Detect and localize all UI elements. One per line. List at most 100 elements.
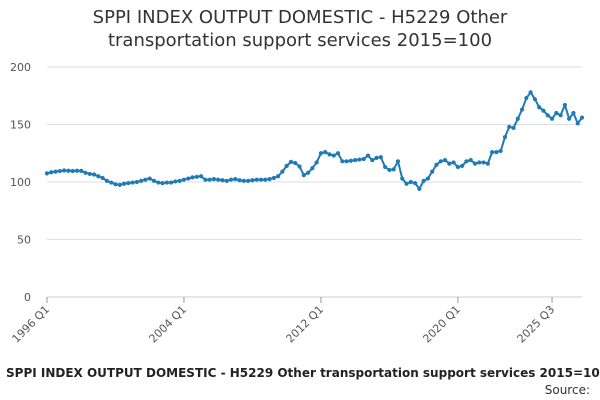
data-point[interactable]	[288, 159, 294, 164]
data-point[interactable]	[331, 153, 336, 158]
data-point[interactable]	[143, 177, 148, 182]
data-point[interactable]	[130, 180, 135, 185]
data-point[interactable]	[156, 180, 161, 185]
data-point[interactable]	[53, 169, 58, 174]
data-point[interactable]	[455, 164, 460, 170]
data-point[interactable]	[49, 170, 54, 175]
data-point[interactable]	[126, 181, 131, 186]
data-point[interactable]	[327, 152, 332, 157]
data-point[interactable]	[173, 179, 178, 184]
data-point[interactable]	[181, 177, 187, 182]
data-point[interactable]	[96, 174, 101, 179]
data-point[interactable]	[323, 150, 328, 155]
data-point[interactable]	[532, 97, 538, 102]
data-point[interactable]	[451, 160, 456, 165]
data-point[interactable]	[318, 151, 324, 156]
data-point[interactable]	[447, 161, 452, 166]
data-point[interactable]	[314, 160, 319, 165]
data-point[interactable]	[412, 181, 418, 186]
data-point[interactable]	[567, 116, 572, 121]
data-point[interactable]	[353, 158, 358, 163]
data-point[interactable]	[91, 172, 97, 177]
data-point[interactable]	[335, 151, 341, 156]
data-point[interactable]	[297, 164, 302, 169]
data-point[interactable]	[186, 176, 191, 181]
data-point[interactable]	[579, 115, 585, 120]
data-point[interactable]	[62, 168, 67, 173]
data-point[interactable]	[421, 178, 426, 183]
data-point[interactable]	[207, 177, 212, 182]
data-point[interactable]	[169, 180, 174, 185]
data-point[interactable]	[160, 181, 165, 186]
data-point[interactable]	[44, 171, 50, 176]
data-point[interactable]	[511, 125, 516, 131]
data-point[interactable]	[258, 177, 264, 182]
data-point[interactable]	[545, 113, 550, 118]
data-point[interactable]	[434, 162, 439, 167]
data-point[interactable]	[276, 174, 281, 179]
data-point[interactable]	[365, 153, 371, 158]
data-point[interactable]	[404, 181, 409, 186]
data-point[interactable]	[74, 168, 80, 173]
data-point[interactable]	[460, 163, 465, 168]
data-point[interactable]	[293, 160, 298, 166]
data-point[interactable]	[151, 178, 157, 183]
data-point[interactable]	[237, 178, 242, 183]
data-point[interactable]	[233, 177, 238, 182]
data-point[interactable]	[70, 168, 75, 174]
data-point[interactable]	[357, 157, 362, 162]
data-point[interactable]	[139, 178, 144, 183]
data-point[interactable]	[190, 175, 195, 180]
data-point[interactable]	[464, 159, 469, 164]
data-point[interactable]	[348, 158, 353, 163]
data-point[interactable]	[340, 159, 345, 164]
data-point[interactable]	[378, 155, 383, 160]
data-point[interactable]	[374, 155, 379, 160]
data-point[interactable]	[571, 110, 576, 116]
data-point[interactable]	[100, 175, 105, 181]
data-point[interactable]	[301, 173, 306, 178]
data-point[interactable]	[109, 180, 114, 185]
data-point[interactable]	[575, 121, 580, 126]
data-point[interactable]	[79, 168, 84, 173]
data-point[interactable]	[220, 178, 225, 183]
data-point[interactable]	[400, 176, 405, 181]
data-point[interactable]	[481, 160, 486, 165]
data-point[interactable]	[558, 113, 563, 118]
data-point[interactable]	[425, 176, 431, 181]
data-point[interactable]	[224, 178, 229, 183]
data-point[interactable]	[87, 171, 92, 177]
data-point[interactable]	[344, 159, 349, 164]
data-point[interactable]	[164, 180, 169, 185]
data-point[interactable]	[387, 167, 392, 173]
data-point[interactable]	[549, 116, 555, 121]
data-point[interactable]	[177, 178, 182, 183]
data-point[interactable]	[494, 150, 499, 155]
data-point[interactable]	[391, 167, 396, 172]
data-point[interactable]	[490, 150, 495, 155]
data-point[interactable]	[194, 174, 199, 179]
data-point[interactable]	[383, 164, 388, 170]
data-point[interactable]	[370, 158, 375, 163]
data-point[interactable]	[438, 159, 443, 164]
data-point[interactable]	[310, 166, 315, 171]
data-point[interactable]	[498, 148, 503, 154]
data-point[interactable]	[134, 179, 139, 185]
data-point[interactable]	[554, 110, 559, 116]
data-point[interactable]	[198, 174, 204, 179]
data-point[interactable]	[305, 170, 311, 175]
data-point[interactable]	[228, 177, 234, 182]
data-point[interactable]	[519, 107, 525, 112]
data-point[interactable]	[246, 178, 251, 183]
data-point[interactable]	[408, 179, 413, 185]
data-point[interactable]	[211, 177, 217, 182]
data-point[interactable]	[468, 158, 473, 163]
data-point[interactable]	[361, 156, 366, 162]
data-point[interactable]	[537, 105, 542, 110]
data-point[interactable]	[267, 177, 272, 182]
data-point[interactable]	[562, 102, 567, 108]
data-point[interactable]	[430, 169, 435, 174]
data-point[interactable]	[485, 161, 490, 166]
data-point[interactable]	[113, 182, 118, 187]
data-point[interactable]	[216, 177, 221, 182]
